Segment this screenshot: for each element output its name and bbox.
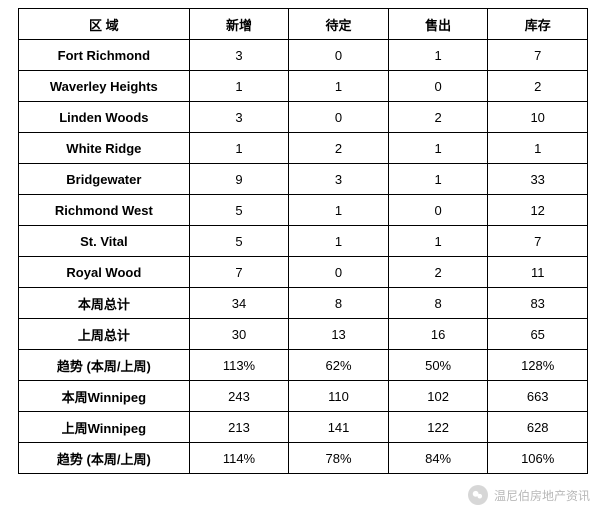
- cell-value: 1: [388, 40, 488, 71]
- cell-value: 13: [289, 319, 389, 350]
- cell-value: 628: [488, 412, 588, 443]
- cell-value: 2: [289, 133, 389, 164]
- cell-value: 5: [189, 226, 289, 257]
- cell-value: 84%: [388, 443, 488, 474]
- cell-region: 本周总计: [19, 288, 190, 319]
- cell-value: 122: [388, 412, 488, 443]
- table-row: 本周总计348883: [19, 288, 588, 319]
- cell-region: Linden Woods: [19, 102, 190, 133]
- cell-value: 1: [388, 164, 488, 195]
- col-header-pending: 待定: [289, 9, 389, 40]
- table-header-row: 区 域 新增 待定 售出 库存: [19, 9, 588, 40]
- col-header-new: 新增: [189, 9, 289, 40]
- table-row: Fort Richmond3017: [19, 40, 588, 71]
- cell-region: Richmond West: [19, 195, 190, 226]
- table-row: Royal Wood70211: [19, 257, 588, 288]
- cell-value: 8: [388, 288, 488, 319]
- cell-value: 1: [289, 71, 389, 102]
- cell-region: Waverley Heights: [19, 71, 190, 102]
- cell-region: Fort Richmond: [19, 40, 190, 71]
- table-row: Bridgewater93133: [19, 164, 588, 195]
- cell-region: St. Vital: [19, 226, 190, 257]
- cell-value: 102: [388, 381, 488, 412]
- cell-value: 11: [488, 257, 588, 288]
- cell-region: 趋势 (本周/上周): [19, 350, 190, 381]
- cell-value: 30: [189, 319, 289, 350]
- footer-text: 温尼伯房地产资讯: [494, 487, 590, 504]
- cell-value: 78%: [289, 443, 389, 474]
- cell-value: 663: [488, 381, 588, 412]
- footer-watermark: 温尼伯房地产资讯: [468, 485, 590, 505]
- cell-value: 0: [388, 71, 488, 102]
- cell-value: 1: [388, 226, 488, 257]
- cell-value: 1: [189, 71, 289, 102]
- table-row: 趋势 (本周/上周)114%78%84%106%: [19, 443, 588, 474]
- cell-value: 141: [289, 412, 389, 443]
- col-header-sold: 售出: [388, 9, 488, 40]
- cell-value: 2: [388, 102, 488, 133]
- cell-value: 243: [189, 381, 289, 412]
- table-row: 趋势 (本周/上周)113%62%50%128%: [19, 350, 588, 381]
- cell-value: 3: [289, 164, 389, 195]
- cell-value: 106%: [488, 443, 588, 474]
- cell-value: 33: [488, 164, 588, 195]
- cell-value: 1: [189, 133, 289, 164]
- table-row: St. Vital5117: [19, 226, 588, 257]
- col-header-inventory: 库存: [488, 9, 588, 40]
- cell-value: 50%: [388, 350, 488, 381]
- cell-value: 34: [189, 288, 289, 319]
- cell-value: 213: [189, 412, 289, 443]
- table-row: Linden Woods30210: [19, 102, 588, 133]
- cell-value: 5: [189, 195, 289, 226]
- table-row: White Ridge1211: [19, 133, 588, 164]
- cell-value: 1: [488, 133, 588, 164]
- cell-region: White Ridge: [19, 133, 190, 164]
- table-container: 区 域 新增 待定 售出 库存 Fort Richmond3017Waverle…: [0, 0, 606, 474]
- cell-value: 128%: [488, 350, 588, 381]
- cell-value: 10: [488, 102, 588, 133]
- cell-value: 3: [189, 40, 289, 71]
- cell-value: 8: [289, 288, 389, 319]
- wechat-icon: [468, 485, 488, 505]
- cell-value: 0: [289, 257, 389, 288]
- cell-region: 上周总计: [19, 319, 190, 350]
- cell-region: 本周Winnipeg: [19, 381, 190, 412]
- data-table: 区 域 新增 待定 售出 库存 Fort Richmond3017Waverle…: [18, 8, 588, 474]
- cell-value: 2: [488, 71, 588, 102]
- col-header-region: 区 域: [19, 9, 190, 40]
- cell-value: 3: [189, 102, 289, 133]
- cell-value: 2: [388, 257, 488, 288]
- table-row: 本周Winnipeg243110102663: [19, 381, 588, 412]
- table-row: Waverley Heights1102: [19, 71, 588, 102]
- cell-value: 0: [388, 195, 488, 226]
- cell-value: 113%: [189, 350, 289, 381]
- cell-value: 0: [289, 40, 389, 71]
- cell-value: 9: [189, 164, 289, 195]
- cell-region: 上周Winnipeg: [19, 412, 190, 443]
- cell-value: 114%: [189, 443, 289, 474]
- cell-value: 0: [289, 102, 389, 133]
- cell-region: 趋势 (本周/上周): [19, 443, 190, 474]
- cell-value: 110: [289, 381, 389, 412]
- table-row: 上周总计30131665: [19, 319, 588, 350]
- cell-value: 1: [289, 195, 389, 226]
- cell-value: 7: [189, 257, 289, 288]
- table-row: 上周Winnipeg213141122628: [19, 412, 588, 443]
- cell-value: 62%: [289, 350, 389, 381]
- cell-value: 1: [289, 226, 389, 257]
- cell-region: Bridgewater: [19, 164, 190, 195]
- cell-value: 7: [488, 40, 588, 71]
- cell-region: Royal Wood: [19, 257, 190, 288]
- cell-value: 12: [488, 195, 588, 226]
- cell-value: 7: [488, 226, 588, 257]
- table-row: Richmond West51012: [19, 195, 588, 226]
- cell-value: 1: [388, 133, 488, 164]
- cell-value: 83: [488, 288, 588, 319]
- cell-value: 16: [388, 319, 488, 350]
- cell-value: 65: [488, 319, 588, 350]
